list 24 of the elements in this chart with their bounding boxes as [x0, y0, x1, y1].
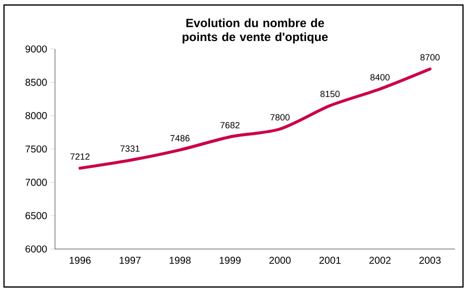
data-label: 8400	[370, 74, 390, 80]
x-tick-label: 2002	[369, 256, 391, 264]
x-tick-label: 2001	[319, 256, 341, 264]
data-label: 7331	[120, 145, 140, 152]
x-tick-label: 2000	[269, 256, 291, 264]
y-tick-label: 6000	[26, 245, 47, 253]
x-tick-label: 1996	[70, 256, 91, 264]
data-label: 7800	[270, 114, 290, 120]
x-tick-label: 2003	[419, 256, 441, 264]
y-tick-label: 7000	[26, 178, 47, 186]
x-tick-label: 1999	[220, 256, 241, 264]
data-label: 8700	[420, 54, 440, 60]
data-label: 8150	[320, 90, 340, 98]
y-tick-label: 8500	[26, 78, 47, 86]
y-tick-label: 6500	[26, 212, 47, 220]
data-label: 7486	[170, 135, 190, 142]
x-tick-label: 1998	[170, 256, 191, 264]
y-tick-label: 9000	[26, 45, 47, 53]
data-label: 7212	[70, 153, 90, 160]
data-label: 7682	[220, 122, 240, 128]
y-tick-label: 7500	[26, 145, 47, 153]
chart-title: Evolution du nombre de points de vente d'optique	[182, 18, 328, 44]
y-tick-label: 8000	[26, 112, 47, 120]
x-tick-label: 1997	[120, 256, 141, 264]
